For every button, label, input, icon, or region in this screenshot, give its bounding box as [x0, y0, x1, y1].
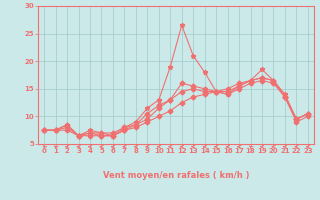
X-axis label: Vent moyen/en rafales ( km/h ): Vent moyen/en rafales ( km/h ) [103, 171, 249, 180]
